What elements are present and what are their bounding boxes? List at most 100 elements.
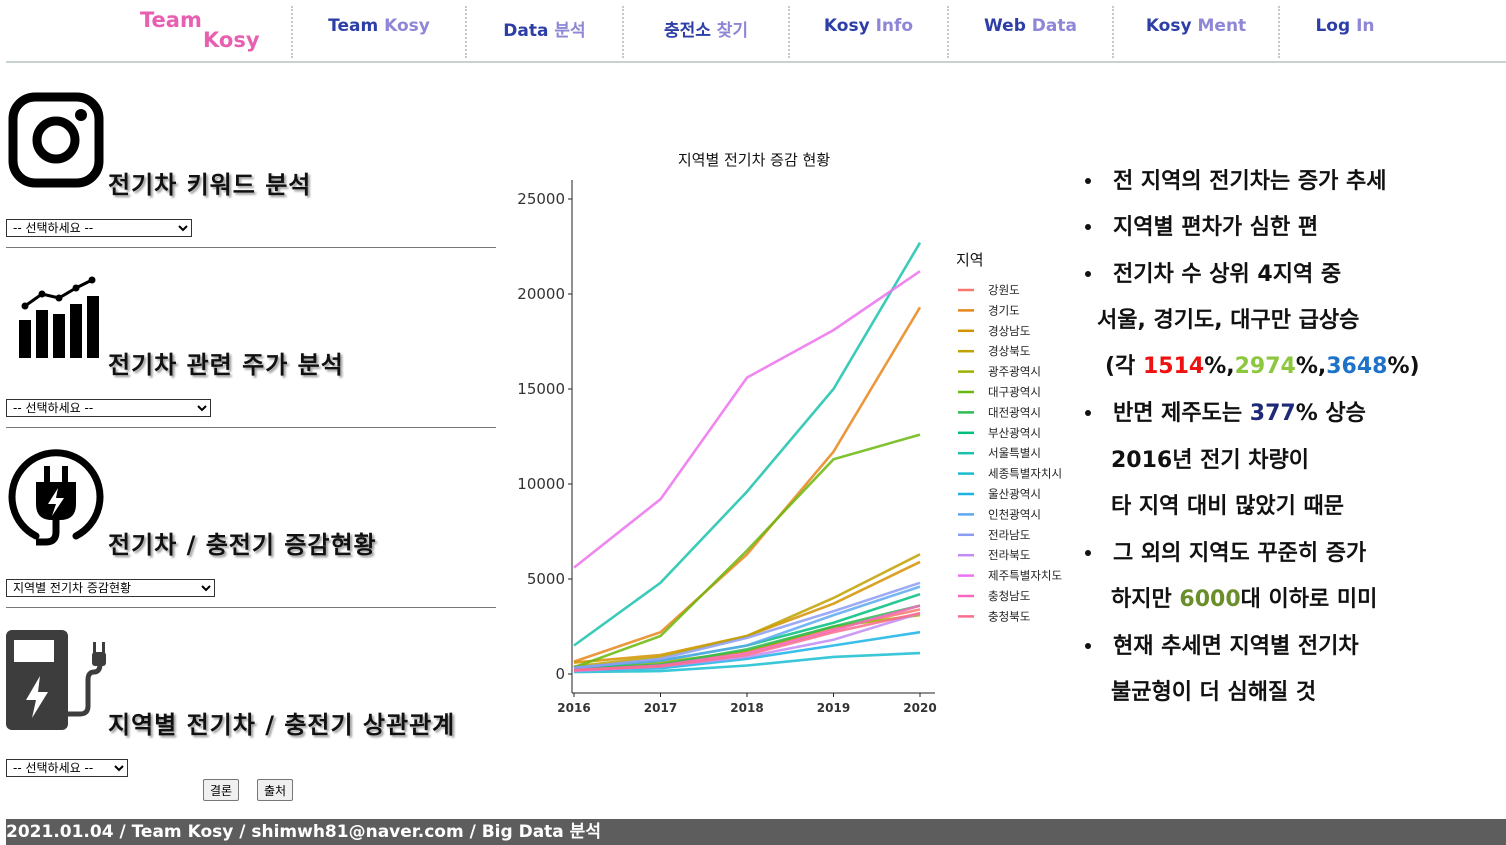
- x-tick-label: 2016: [557, 701, 590, 715]
- logo[interactable]: Team Kosy: [140, 8, 270, 56]
- bullet-segment: 타 지역 대비 많았기 때문: [1111, 494, 1345, 519]
- bullet-segment: 불균형이 더 심해질 것: [1111, 680, 1317, 705]
- nav-web-data[interactable]: Web Data: [984, 16, 1077, 36]
- highlight-value: 3648: [1326, 354, 1388, 379]
- bullet-segment: %,: [1204, 354, 1235, 379]
- legend-label: 경기도: [988, 303, 1020, 317]
- bullet-dot: [1085, 643, 1091, 649]
- bullet-dot: [1085, 224, 1091, 230]
- keyword-analysis-select[interactable]: -- 선택하세요 --: [6, 219, 192, 237]
- x-tick-label: 2020: [903, 701, 936, 715]
- bullet-dot: [1085, 271, 1091, 277]
- nav-divider: [1278, 6, 1280, 58]
- legend-label: 서울특별시: [988, 446, 1041, 460]
- nav-divider: [622, 6, 624, 58]
- highlight-value: 377: [1249, 401, 1296, 426]
- ev-charger-select[interactable]: 지역별 전기차 증감현황: [6, 579, 215, 597]
- bullet-dot: [1085, 410, 1091, 416]
- section-divider: [6, 247, 496, 248]
- bullet-segment: 2016년 전기 차량이: [1111, 448, 1309, 473]
- bullet-text: 그 외의 지역도 꾸준히 증가: [1113, 535, 1366, 567]
- bullet-segment: 서울, 경기도, 대구만 급상승: [1097, 308, 1360, 333]
- bullet-text: 지역별 편차가 심한 편: [1113, 209, 1318, 241]
- series-line: [573, 433, 921, 669]
- nav-kosy-info[interactable]: Kosy Info: [823, 16, 914, 36]
- bullet-dot: [1085, 178, 1091, 184]
- correlation-select[interactable]: -- 선택하세요 --: [6, 759, 128, 777]
- source-button[interactable]: 출처: [257, 779, 294, 801]
- ev-plug-icon: [8, 449, 104, 546]
- bullet-segment: %,: [1295, 354, 1327, 379]
- section-title-keyword: 전기차 키워드 분석: [108, 171, 312, 199]
- bullet-text: 반면 제주도는 377% 상승: [1113, 395, 1366, 427]
- charging-station-icon: [6, 630, 106, 730]
- nav-divider: [291, 6, 293, 58]
- bullet-text: (각 1514%,2974%,3648%): [1105, 348, 1420, 380]
- bullet-segment: %): [1387, 354, 1420, 379]
- series-line: [573, 270, 921, 569]
- section-divider: [6, 607, 496, 608]
- y-tick-label: 10000: [517, 475, 565, 493]
- logo-line2: Kosy: [203, 28, 260, 52]
- nav-divider: [788, 6, 790, 58]
- highlight-value: 1514: [1142, 354, 1205, 379]
- legend-label: 전라북도: [988, 548, 1030, 562]
- nav-divider: [1112, 6, 1114, 58]
- x-tick-label: 2018: [730, 701, 763, 715]
- legend-label: 세종특별자치시: [988, 467, 1062, 481]
- nav-data-analysis[interactable]: Data 분석: [503, 21, 586, 41]
- legend-label: 울산광역시: [988, 487, 1041, 501]
- bullet-text: 불균형이 더 심해질 것: [1111, 674, 1316, 706]
- stock-analysis-select[interactable]: -- 선택하세요 --: [6, 399, 211, 417]
- series-line: [573, 242, 922, 647]
- bullet-text: 서울, 경기도, 대구만 급상승: [1097, 302, 1359, 334]
- bullet-segment: 반면 제주도는: [1113, 401, 1250, 426]
- nav-underline: [6, 61, 1506, 63]
- legend-label: 충청남도: [988, 589, 1030, 603]
- bullet-text: 전 지역의 전기차는 증가 추세: [1113, 163, 1387, 195]
- x-tick-label: 2017: [644, 701, 677, 715]
- y-tick-label: 20000: [517, 285, 565, 303]
- bullet-segment: % 상승: [1295, 401, 1366, 426]
- bullet-segment: 현재 추세면 지역별 전기차: [1113, 634, 1359, 659]
- legend-label: 대구광역시: [988, 385, 1041, 399]
- legend-label: 전라남도: [988, 528, 1030, 542]
- bullet-segment: 그 외의 지역도 꾸준히 증가: [1113, 541, 1367, 566]
- bullet-segment: (각: [1105, 354, 1143, 379]
- ev-growth-chart: 지역별 전기차 증감 현황 0 5000 10000 15000 20000 25000 20…: [517, 151, 1062, 715]
- nav-divider: [465, 6, 467, 58]
- nav-kosy-ment[interactable]: Kosy Ment: [1145, 16, 1247, 36]
- y-tick-label: 15000: [517, 380, 565, 398]
- nav-team-kosy[interactable]: Team Kosy: [328, 16, 430, 36]
- series-line: [573, 306, 922, 663]
- bullet-segment: 지역별 편차가 심한 편: [1113, 215, 1319, 240]
- section-title-ev-charger: 전기차 / 충전기 증감현황: [108, 531, 377, 559]
- legend-title: 지역: [956, 251, 984, 269]
- logo-line1: Team: [140, 8, 202, 32]
- bullet-segment: 대 이하로 미미: [1240, 587, 1378, 612]
- nav-find-charger[interactable]: 충전소 찾기: [663, 21, 749, 41]
- series-line: [573, 581, 921, 670]
- instagram-icon: [8, 92, 104, 188]
- highlight-value: 2974: [1234, 354, 1296, 379]
- x-tick-label: 2019: [817, 701, 850, 715]
- bullet-text: 하지만 6000대 이하로 미미: [1111, 581, 1377, 613]
- section-title-correlation: 지역별 전기차 / 충전기 상관관계: [108, 711, 456, 739]
- legend-label: 제주특별자치도: [988, 569, 1062, 583]
- series-line: [573, 651, 921, 674]
- legend-label: 충청북도: [988, 609, 1030, 623]
- result-button[interactable]: 결론: [203, 779, 240, 801]
- legend-label: 인천광역시: [988, 507, 1041, 521]
- bullet-text: 현재 추세면 지역별 전기차: [1113, 628, 1359, 660]
- nav-login[interactable]: Log In: [1315, 16, 1375, 36]
- top-nav: Team Kosy Team Kosy Data 분석 충전소 찾기 Kosy …: [0, 0, 1506, 63]
- series-line: [573, 553, 921, 668]
- legend-label: 강원도: [988, 283, 1020, 297]
- series-line: [573, 611, 921, 672]
- footer: 2021.01.04 / Team Kosy / shimwh81@naver.…: [6, 819, 1506, 845]
- bullet-text: 전기차 수 상위 4지역 중: [1113, 256, 1341, 288]
- bullet-text: 타 지역 대비 많았기 때문: [1111, 488, 1344, 520]
- bullet-segment: 하지만: [1111, 587, 1180, 612]
- y-tick-label: 25000: [517, 190, 565, 208]
- nav-divider: [947, 6, 949, 58]
